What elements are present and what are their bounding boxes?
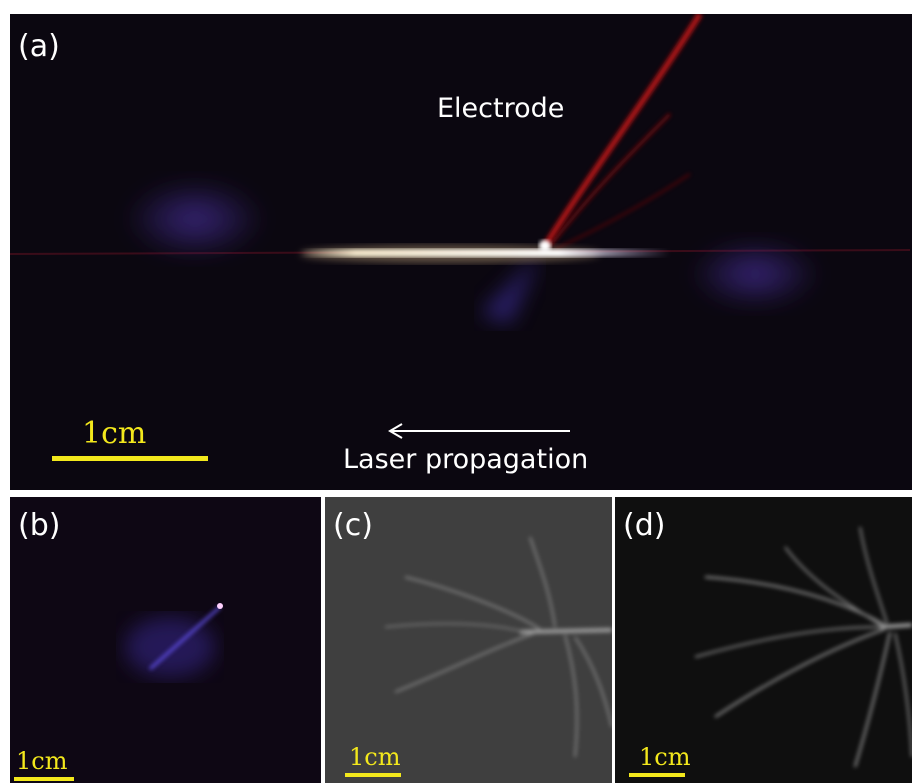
panel-c-image: [384, 536, 612, 758]
propagation-arrowhead-icon: [388, 423, 403, 439]
panel-a-scale-bar: [52, 456, 208, 461]
panel-b-image: [125, 603, 223, 677]
panel-b-streak: [149, 605, 221, 671]
electrode-label: Electrode: [437, 93, 565, 124]
laser-propagation-label: Laser propagation: [343, 444, 589, 475]
panel-d-image: [694, 526, 912, 768]
panel-c-scale-label: 1cm: [349, 743, 401, 771]
panel-d-main-channel: [879, 623, 912, 629]
panel-b-label: (b): [18, 508, 61, 543]
panel-d-photo: (d) 1cm: [615, 497, 912, 783]
panel-c-main-channel: [519, 628, 612, 634]
panel-c-scale-bar: [345, 773, 401, 777]
panel-d-scale-label: 1cm: [639, 743, 691, 771]
discharge-glow-center: [480, 254, 540, 324]
electrode-tip-spark: [539, 240, 551, 252]
panel-a-scale-label: 1cm: [82, 416, 147, 451]
panel-a-image: [10, 14, 911, 439]
panel-b-scale-bar: [14, 777, 74, 781]
electrode-streak: [542, 14, 703, 248]
panel-b-glow: [125, 617, 215, 677]
panel-a-label: (a): [18, 29, 60, 64]
panel-d-label: (d): [623, 508, 666, 543]
panel-b-scale-label: 1cm: [16, 747, 68, 775]
panel-b-spark: [217, 603, 223, 609]
discharge-glow-left: [125, 179, 265, 259]
panel-c-label: (c): [333, 508, 373, 543]
panel-a-photo: (a) Electrode Laser propagation 1cm: [10, 14, 912, 490]
electrode-streak-secondary: [548, 112, 672, 247]
plasma-core: [300, 249, 670, 257]
panel-b-photo: (b) 1cm: [10, 497, 321, 783]
discharge-glow-right: [690, 239, 820, 309]
electrode-streak-tertiary: [554, 173, 691, 250]
panel-d-scale-bar: [629, 773, 685, 777]
panel-c-photo: (c) 1cm: [325, 497, 612, 783]
